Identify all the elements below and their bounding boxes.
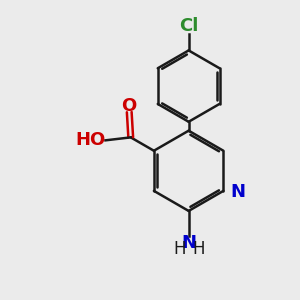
Text: H: H xyxy=(192,240,204,258)
Text: Cl: Cl xyxy=(179,17,198,35)
Text: O: O xyxy=(122,97,137,115)
Text: H: H xyxy=(173,240,185,258)
Text: N: N xyxy=(231,183,246,201)
Text: HO: HO xyxy=(76,131,106,149)
Text: N: N xyxy=(181,234,196,252)
